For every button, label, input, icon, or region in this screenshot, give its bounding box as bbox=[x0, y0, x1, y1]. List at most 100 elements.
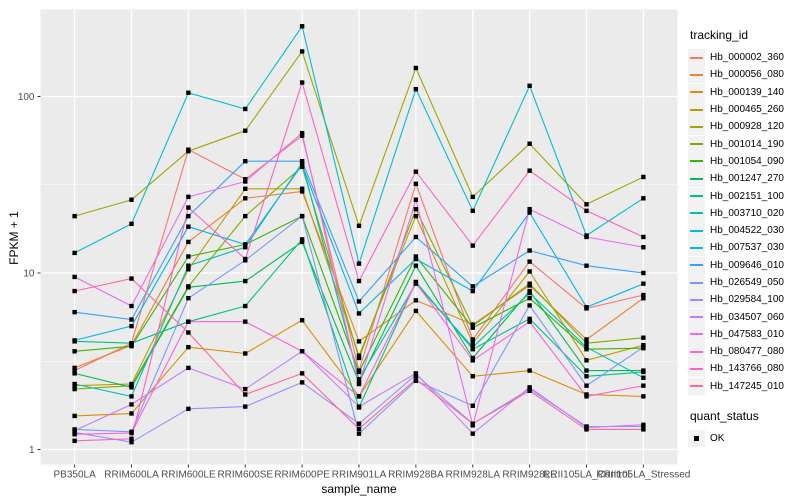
legend-key-line-icon bbox=[690, 246, 703, 249]
legend-key bbox=[688, 343, 705, 361]
legend-title-tracking-id: tracking_id bbox=[690, 28, 749, 42]
data-point bbox=[641, 295, 646, 301]
legend-key bbox=[688, 291, 705, 309]
data-point bbox=[243, 245, 248, 250]
data-point bbox=[243, 392, 248, 397]
data-point bbox=[186, 194, 191, 200]
x-tick-label: RRII105LA_Control bbox=[543, 470, 630, 481]
data-point bbox=[299, 349, 305, 354]
data-point bbox=[299, 133, 305, 138]
data-point bbox=[584, 394, 589, 399]
data-point bbox=[641, 196, 646, 201]
legend-entry-Hb_002151_100: Hb_002151_100 bbox=[688, 187, 800, 205]
data-point bbox=[470, 403, 475, 408]
data-point bbox=[527, 316, 532, 322]
data-point bbox=[186, 365, 191, 371]
legend-entry-Hb_147245_010: Hb_147245_010 bbox=[688, 377, 800, 395]
legend-label: Hb_002151_100 bbox=[710, 190, 784, 202]
data-point bbox=[299, 186, 305, 191]
data-point bbox=[243, 196, 248, 201]
data-point bbox=[641, 375, 646, 380]
legend-entry-Hb_047583_010: Hb_047583_010 bbox=[688, 325, 800, 343]
legend-entry-Hb_004522_030: Hb_004522_030 bbox=[688, 222, 800, 240]
legend-key-line-icon bbox=[690, 212, 703, 215]
data-point bbox=[243, 351, 248, 356]
data-point bbox=[299, 130, 305, 136]
data-point bbox=[413, 280, 419, 285]
legend-label: Hb_007537_030 bbox=[710, 242, 784, 254]
data-point bbox=[72, 413, 77, 419]
data-point bbox=[356, 339, 362, 344]
data-point bbox=[129, 430, 134, 436]
data-point bbox=[356, 369, 362, 375]
legend-key bbox=[688, 187, 705, 205]
data-point bbox=[584, 234, 589, 240]
legend-key-line-icon bbox=[690, 264, 703, 267]
data-point bbox=[243, 303, 248, 309]
data-point bbox=[584, 368, 589, 373]
legend-label: Hb_001247_270 bbox=[710, 173, 784, 185]
data-point bbox=[413, 263, 419, 268]
data-point bbox=[584, 358, 589, 363]
data-point bbox=[299, 237, 305, 242]
data-point bbox=[527, 269, 532, 274]
legend-entry-Hb_026549_050: Hb_026549_050 bbox=[688, 274, 800, 291]
data-point bbox=[356, 278, 362, 284]
x-tick-label: RRIM928BA bbox=[388, 470, 444, 481]
data-point bbox=[470, 284, 475, 289]
data-point bbox=[527, 385, 532, 390]
legend-entry-Hb_007537_030: Hb_007537_030 bbox=[688, 239, 800, 257]
data-point bbox=[356, 421, 362, 426]
legend-key-line-icon bbox=[690, 143, 703, 146]
data-point bbox=[584, 337, 589, 342]
legend-key-line-icon bbox=[690, 229, 703, 232]
data-point bbox=[470, 355, 475, 361]
legend-key bbox=[688, 135, 705, 153]
legend-key-line-icon bbox=[690, 125, 703, 128]
legend-key bbox=[688, 118, 705, 136]
data-point bbox=[527, 248, 532, 253]
data-point bbox=[641, 174, 646, 180]
data-point bbox=[129, 411, 134, 416]
data-point bbox=[356, 355, 362, 361]
data-point bbox=[641, 270, 646, 276]
data-point bbox=[186, 239, 191, 245]
data-point bbox=[186, 263, 191, 268]
data-point bbox=[299, 213, 305, 219]
legend-key bbox=[688, 66, 705, 84]
legend-entry-Hb_034507_060: Hb_034507_060 bbox=[688, 308, 800, 326]
data-point bbox=[243, 242, 248, 247]
legend-label: Hb_004522_030 bbox=[710, 225, 784, 237]
data-point bbox=[299, 189, 305, 194]
legend-label: Hb_009646_010 bbox=[710, 259, 784, 271]
data-point bbox=[243, 176, 248, 182]
legend-entry-Hb_000928_120: Hb_000928_120 bbox=[688, 118, 800, 136]
data-point bbox=[129, 221, 134, 226]
data-point bbox=[356, 299, 362, 304]
data-point bbox=[129, 436, 134, 441]
data-point bbox=[72, 428, 77, 433]
legend-key bbox=[688, 308, 705, 326]
legend-label: Hb_000056_080 bbox=[710, 69, 784, 81]
data-point bbox=[527, 141, 532, 146]
legend-entry-Hb_009646_010: Hb_009646_010 bbox=[688, 256, 800, 274]
legend-key-line-icon bbox=[690, 56, 703, 59]
data-point bbox=[243, 386, 248, 392]
data-point bbox=[72, 213, 77, 219]
data-point bbox=[186, 406, 191, 412]
data-point bbox=[186, 285, 191, 290]
data-point bbox=[129, 197, 134, 202]
legend-key-line-icon bbox=[690, 316, 703, 319]
black-square-point-icon bbox=[694, 436, 699, 442]
legend-key bbox=[688, 49, 705, 67]
data-point bbox=[186, 148, 191, 154]
data-point bbox=[186, 344, 191, 350]
data-point bbox=[243, 186, 248, 191]
data-point bbox=[243, 404, 248, 409]
data-point bbox=[72, 288, 77, 294]
data-point bbox=[72, 381, 77, 387]
legend-label: OK bbox=[710, 433, 725, 445]
data-point bbox=[72, 349, 77, 354]
